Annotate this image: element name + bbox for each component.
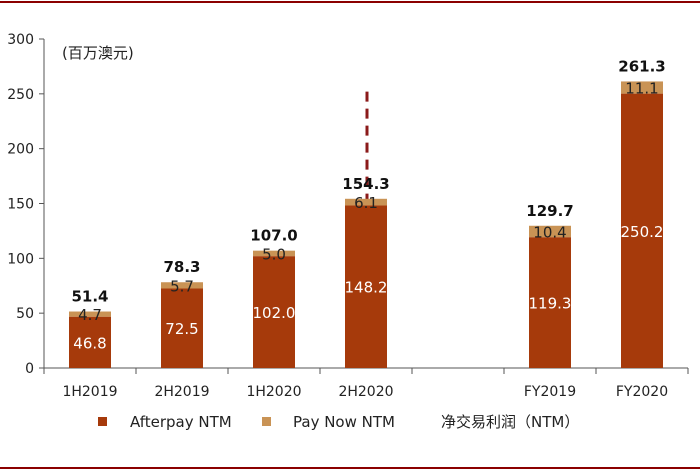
bar-afterpay xyxy=(161,288,203,368)
data-label-total: 51.4 xyxy=(71,288,108,306)
data-label-total: 261.3 xyxy=(618,57,665,75)
unit-label: (百万澳元) xyxy=(62,44,134,62)
legend-swatch-afterpay xyxy=(98,417,107,426)
data-label-afterpay: 250.2 xyxy=(621,223,664,241)
data-label-paynow: 10.4 xyxy=(533,223,566,241)
data-label-paynow: 5.0 xyxy=(262,245,286,263)
y-tick-label: 100 xyxy=(7,251,34,267)
bar-paynow xyxy=(161,282,203,289)
data-label-afterpay: 46.8 xyxy=(73,334,106,352)
bar-paynow xyxy=(69,311,111,317)
y-tick-label: 200 xyxy=(7,142,34,158)
legend-label-afterpay: Afterpay NTM xyxy=(130,413,232,431)
data-label-afterpay: 72.5 xyxy=(165,320,198,338)
bar-afterpay xyxy=(253,256,295,368)
x-tick-label: FY2020 xyxy=(616,384,668,400)
bars xyxy=(69,81,663,368)
y-tick-label: 50 xyxy=(16,306,34,322)
y-tick-label: 250 xyxy=(7,87,34,103)
legend: Afterpay NTM Pay Now NTM 净交易利润（NTM） xyxy=(98,413,579,431)
data-label-paynow: 6.1 xyxy=(354,194,378,212)
data-label-total: 154.3 xyxy=(342,175,389,193)
data-label-total: 78.3 xyxy=(163,258,200,276)
y-tick-label: 300 xyxy=(7,32,34,48)
data-label-afterpay: 102.0 xyxy=(253,304,296,322)
data-label-afterpay: 148.2 xyxy=(345,279,388,297)
x-tick-label: 2H2019 xyxy=(154,384,209,400)
data-label-paynow: 11.1 xyxy=(625,80,658,98)
bar-paynow xyxy=(345,198,387,206)
axes: 0 50 100 150 200 250 300 1H2019 2H2019 1H2020 2H20… xyxy=(7,32,689,400)
data-label-paynow: 5.7 xyxy=(170,277,194,295)
data-label-total: 129.7 xyxy=(526,202,573,220)
x-tick-label: FY2019 xyxy=(524,384,576,400)
bar-afterpay xyxy=(69,316,111,368)
bar-afterpay xyxy=(621,93,663,368)
bar-paynow xyxy=(253,250,295,257)
y-tick-label: 0 xyxy=(25,361,34,377)
x-tick-label: 2H2020 xyxy=(338,384,393,400)
data-label-paynow: 4.7 xyxy=(78,306,102,324)
bar-paynow xyxy=(529,225,571,238)
y-tick-label: 150 xyxy=(7,197,34,213)
bar-afterpay xyxy=(529,237,571,368)
bar-afterpay xyxy=(345,205,387,368)
data-label-afterpay: 119.3 xyxy=(529,295,572,313)
legend-label-paynow: Pay Now NTM xyxy=(293,413,395,431)
x-tick-label: 1H2019 xyxy=(62,384,117,400)
legend-label-totals: 净交易利润（NTM） xyxy=(441,413,579,431)
legend-swatch-paynow xyxy=(262,417,271,426)
x-tick-label: 1H2020 xyxy=(246,384,301,400)
bar-paynow xyxy=(621,81,663,94)
data-label-total: 107.0 xyxy=(250,227,297,245)
